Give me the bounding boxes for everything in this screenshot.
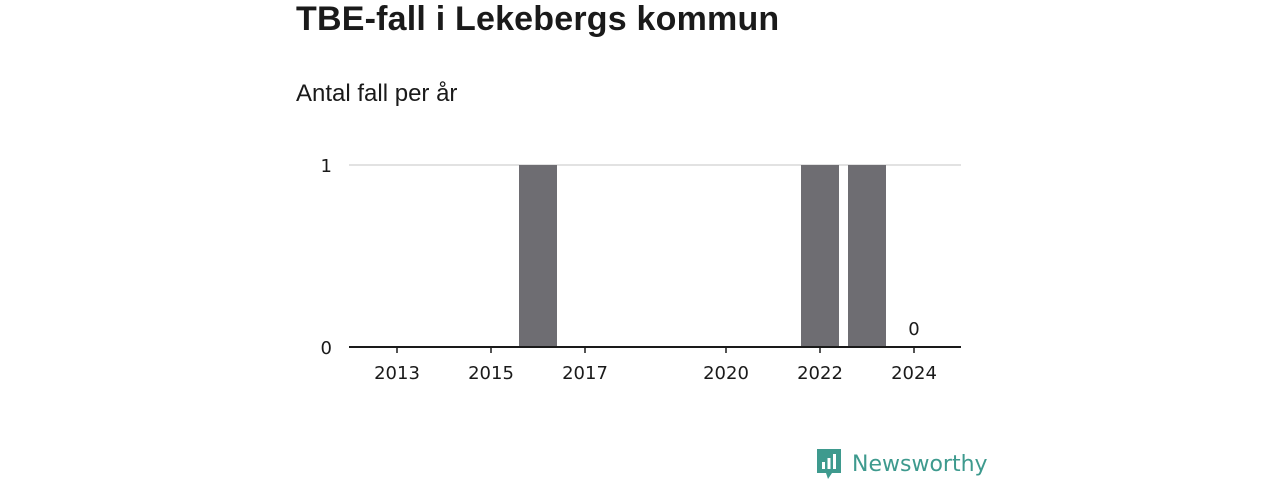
- data-label: 0: [908, 319, 919, 340]
- x-tick-label: 2022: [797, 363, 843, 384]
- x-tick-label: 2013: [374, 363, 420, 384]
- chart-title: TBE-fall i Lekebergs kommun: [296, 0, 780, 38]
- y-tick-label: 0: [321, 338, 332, 359]
- bar: [519, 165, 557, 347]
- bar: [801, 165, 839, 347]
- brand-name: Newsworthy: [852, 451, 988, 477]
- y-tick-label: 1: [321, 156, 332, 177]
- newsworthy-logo-icon: [817, 449, 841, 479]
- bar: [848, 165, 886, 347]
- chart-subtitle: Antal fall per år: [296, 80, 458, 107]
- x-tick-label: 2015: [468, 363, 514, 384]
- x-tick-label: 2017: [562, 363, 608, 384]
- x-tick-label: 2020: [703, 363, 749, 384]
- x-tick-label: 2024: [891, 363, 937, 384]
- brand-logo: Newsworthy: [815, 446, 988, 482]
